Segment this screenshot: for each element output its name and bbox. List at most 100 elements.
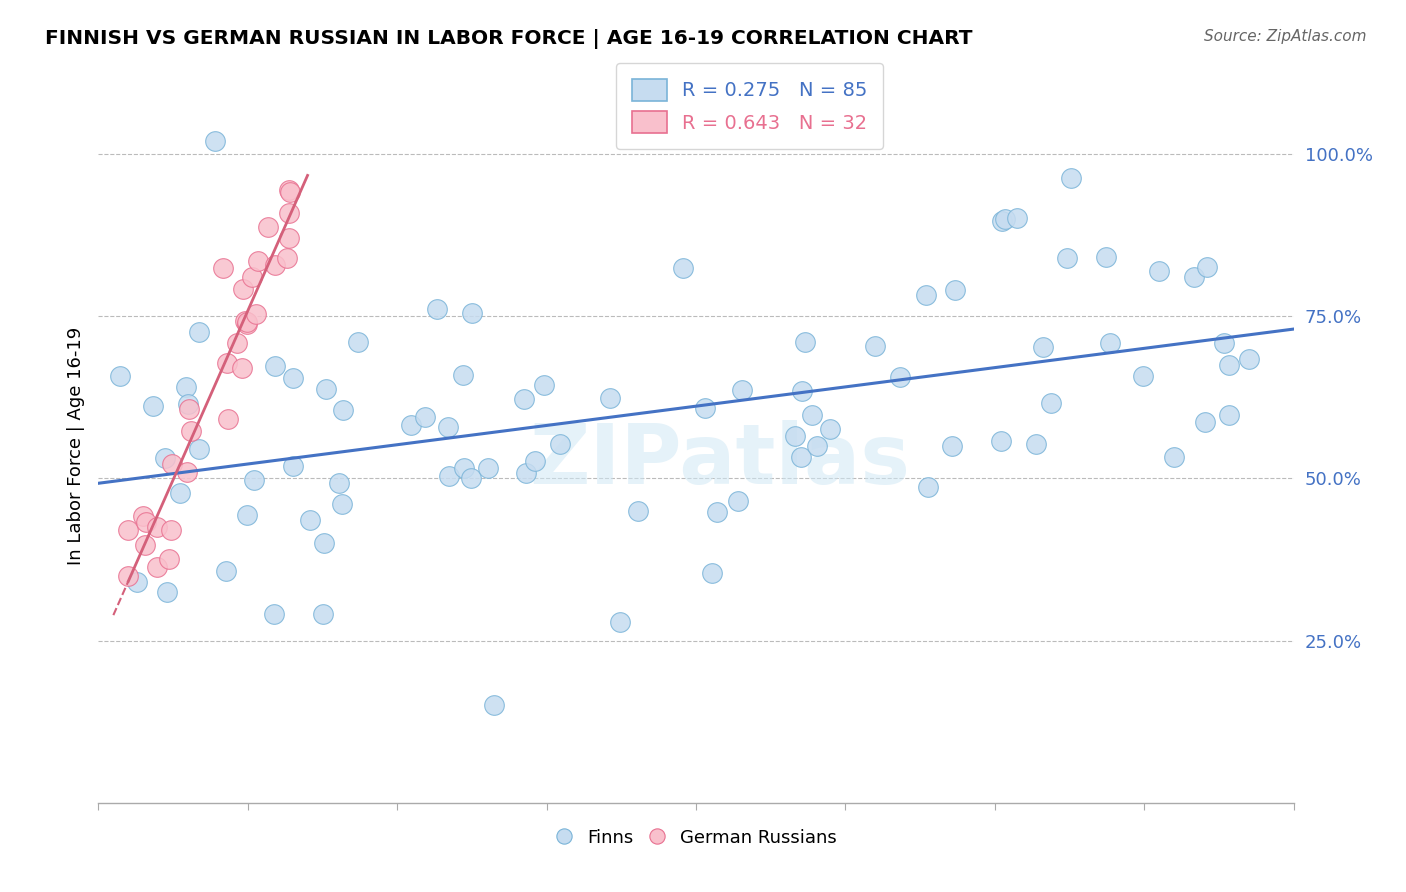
Point (125, 575, 148, 590)
Point (1095, 250, 1118, 264)
Point (134, 538, 156, 552)
Point (453, 461, 475, 475)
Point (231, 361, 253, 376)
Legend: Finns, German Russians: Finns, German Russians (547, 822, 845, 855)
Point (281, 459, 304, 474)
Point (820, 422, 842, 436)
Text: FINNISH VS GERMAN RUSSIAN IN LABOR FORCE | AGE 16-19 CORRELATION CHART: FINNISH VS GERMAN RUSSIAN IN LABOR FORCE… (45, 29, 973, 48)
Text: ZIPatlas: ZIPatlas (530, 420, 910, 500)
Point (806, 439, 828, 453)
Point (533, 377, 555, 392)
Point (176, 465, 198, 479)
Point (865, 338, 887, 352)
Point (155, 450, 177, 465)
Point (437, 420, 460, 434)
Point (315, 382, 337, 396)
Point (276, 251, 298, 265)
Point (672, 260, 695, 275)
Point (281, 370, 304, 384)
Point (264, 359, 287, 373)
Point (550, 437, 572, 451)
Point (1060, 171, 1083, 186)
Point (236, 315, 259, 329)
Point (1194, 415, 1216, 429)
Point (330, 497, 353, 511)
Point (1163, 450, 1185, 465)
Point (1149, 264, 1171, 278)
Point (439, 468, 461, 483)
Point (425, 301, 447, 316)
Point (801, 409, 824, 423)
Point (477, 461, 499, 475)
Point (943, 283, 966, 297)
Point (332, 403, 354, 417)
Point (235, 508, 257, 523)
Point (135, 515, 157, 529)
Point (177, 397, 200, 411)
Point (311, 607, 333, 622)
Point (263, 258, 285, 272)
Point (1032, 340, 1054, 354)
Point (453, 368, 475, 382)
Point (727, 493, 749, 508)
Point (245, 307, 267, 321)
Point (240, 269, 263, 284)
Point (783, 428, 806, 442)
Point (346, 334, 368, 349)
Point (232, 282, 254, 296)
Point (180, 424, 202, 438)
Point (204, 134, 226, 148)
Point (693, 401, 716, 415)
Y-axis label: In Labor Force | Age 16-19: In Labor Force | Age 16-19 (66, 326, 84, 566)
Point (1182, 270, 1205, 285)
Point (700, 566, 723, 580)
Point (415, 409, 437, 424)
Point (298, 512, 321, 526)
Point (177, 402, 200, 417)
Text: Source: ZipAtlas.com: Source: ZipAtlas.com (1204, 29, 1367, 44)
Point (278, 230, 301, 244)
Point (915, 288, 938, 302)
Point (242, 474, 264, 488)
Point (512, 392, 534, 406)
Point (889, 369, 911, 384)
Point (157, 552, 180, 566)
Point (399, 417, 422, 432)
Point (142, 399, 165, 413)
Point (917, 480, 939, 494)
Point (1132, 368, 1154, 383)
Point (233, 314, 256, 328)
Point (212, 261, 235, 276)
Point (314, 536, 336, 550)
Point (187, 326, 209, 340)
Point (159, 523, 181, 537)
Point (941, 439, 963, 453)
Point (169, 486, 191, 500)
Point (790, 384, 813, 398)
Point (515, 466, 537, 480)
Point (257, 220, 280, 235)
Point (176, 379, 198, 393)
Point (132, 509, 155, 524)
Point (217, 411, 239, 425)
Point (1195, 260, 1218, 274)
Point (990, 214, 1012, 228)
Point (215, 564, 238, 578)
Point (215, 356, 238, 370)
Point (146, 520, 169, 534)
Point (1213, 336, 1236, 351)
Point (482, 698, 505, 712)
Point (1040, 395, 1063, 409)
Point (627, 504, 650, 518)
Point (706, 505, 728, 519)
Point (460, 471, 482, 485)
Point (247, 253, 270, 268)
Point (278, 206, 301, 220)
Point (117, 524, 139, 538)
Point (1025, 437, 1047, 451)
Point (1218, 358, 1240, 372)
Point (263, 607, 285, 621)
Point (1098, 336, 1121, 351)
Point (226, 336, 249, 351)
Point (278, 185, 301, 199)
